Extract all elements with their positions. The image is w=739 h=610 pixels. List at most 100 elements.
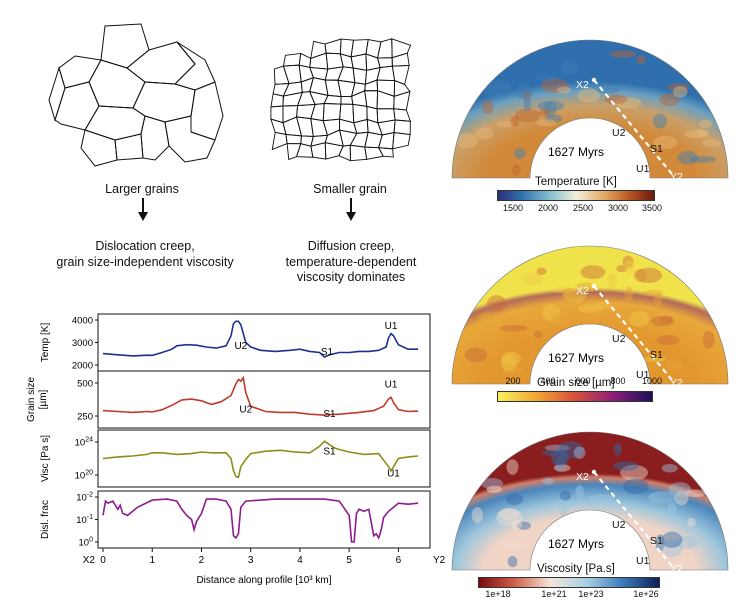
annulus-blob — [522, 90, 531, 101]
panel-frame — [97, 313, 431, 372]
diffusion-mechanism-text: Diffusion creep, temperature-dependent v… — [285, 239, 417, 284]
small-grain — [376, 65, 396, 82]
annulus-blob — [672, 86, 688, 98]
annulus-blob — [536, 75, 559, 82]
y-tick-label: 10-2 — [76, 492, 93, 504]
annulus-blob — [661, 463, 678, 473]
annulus-outline — [451, 245, 729, 385]
annulus-time: 1627 Myrs — [548, 145, 604, 159]
annulus-blob — [662, 539, 684, 558]
temperature-ticks: 1500 2000 2500 3000 3500 — [502, 203, 663, 213]
annulus-blob — [642, 289, 664, 297]
panel-frame — [97, 429, 431, 488]
annulus-blob — [499, 507, 520, 520]
ylabel-line: [µm] — [38, 389, 49, 409]
annulus-blob — [505, 493, 524, 505]
annulus-blob — [656, 334, 680, 346]
small-grain — [366, 105, 379, 124]
label-u1: U1 — [636, 163, 650, 175]
tick-exponent: -1 — [87, 514, 93, 521]
annulus-blob — [674, 490, 689, 506]
annulus-blob — [609, 50, 637, 58]
annulus-blob — [689, 156, 716, 163]
annulus-blob — [561, 288, 578, 305]
annulus-blob — [510, 115, 520, 127]
annulus-blob — [613, 442, 623, 456]
annulus-blob — [705, 333, 715, 347]
ylabel-line: Grain size — [26, 377, 37, 422]
annulus-blob — [659, 93, 680, 106]
y-tick-label: 10-1 — [76, 514, 93, 526]
annulus-blob — [648, 491, 676, 504]
profile-annotation: U2 — [234, 341, 247, 352]
annulus-blob — [511, 519, 523, 530]
annulus-blob — [559, 490, 572, 501]
small-grain — [364, 146, 384, 160]
profile-annotation: S1 — [323, 409, 336, 420]
annulus-blob — [542, 304, 561, 322]
small-grain — [340, 95, 354, 105]
large-grains-sketch — [48, 23, 224, 167]
annulus-blob — [471, 507, 483, 524]
label-u1: U1 — [636, 369, 650, 381]
annulus-blob — [677, 150, 699, 165]
annulus-blob — [629, 310, 650, 328]
annulus-blob — [456, 133, 478, 149]
annulus-blob — [620, 311, 630, 327]
annulus-blob — [482, 100, 494, 114]
annulus-blob — [541, 449, 562, 456]
annulus-blob — [475, 127, 494, 140]
annulus-texture — [471, 441, 706, 568]
small-grain — [393, 90, 411, 111]
temperature-annulus — [452, 40, 728, 178]
small-grain — [392, 132, 411, 150]
label-u2: U2 — [612, 519, 626, 531]
small-grain — [365, 39, 382, 59]
annulus-blob — [484, 80, 512, 99]
small-grain — [364, 79, 379, 92]
profile-line — [593, 285, 673, 381]
annulus-blob — [653, 135, 678, 150]
annulus-blob — [573, 446, 586, 459]
panel-ylabel: Grain size[µm] — [26, 377, 49, 422]
label-y2: Y2 — [670, 171, 683, 183]
y-tick-label: 100 — [79, 537, 94, 549]
y-tick-label: 1020 — [75, 470, 93, 482]
annulus-blob — [542, 477, 554, 485]
small-grain — [282, 64, 302, 85]
annulus-blob — [541, 78, 569, 93]
panel-frame — [97, 370, 431, 429]
annulus-blob — [496, 121, 516, 128]
small-grain — [393, 108, 412, 122]
annulus-blob — [563, 287, 587, 303]
annulus-blob — [613, 461, 639, 471]
annulus-blob — [699, 119, 713, 129]
annulus-blob — [622, 255, 634, 269]
annulus-blob — [499, 324, 528, 332]
small-grain — [322, 118, 341, 136]
annulus-blob — [512, 164, 521, 177]
annulus-blob — [501, 355, 517, 372]
small-grain — [285, 133, 303, 145]
x-tick-label: 5 — [346, 555, 352, 566]
annulus-blob — [667, 83, 690, 92]
profile-annotation: U1 — [385, 379, 398, 390]
annulus-blob — [577, 88, 601, 103]
annulus-blob — [478, 312, 493, 323]
x-tick-label: 4 — [297, 555, 303, 566]
annulus-blob — [506, 459, 519, 475]
temperature-colorbar — [497, 190, 655, 201]
x-tick-label: 0 — [100, 555, 106, 566]
annulus-blob — [550, 313, 570, 327]
profile-end-label: Y2 — [433, 555, 446, 566]
annulus-outline — [451, 431, 729, 571]
small-grains-sketch — [270, 38, 412, 162]
label-x2: X2 — [576, 285, 589, 297]
tick-exponent: -2 — [87, 492, 93, 499]
panel-ylabel: Temp [K] — [40, 323, 51, 363]
annulus-blob — [515, 108, 540, 123]
x-tick-label: 2 — [199, 555, 205, 566]
annulus-time: 1627 Myrs — [548, 351, 604, 365]
